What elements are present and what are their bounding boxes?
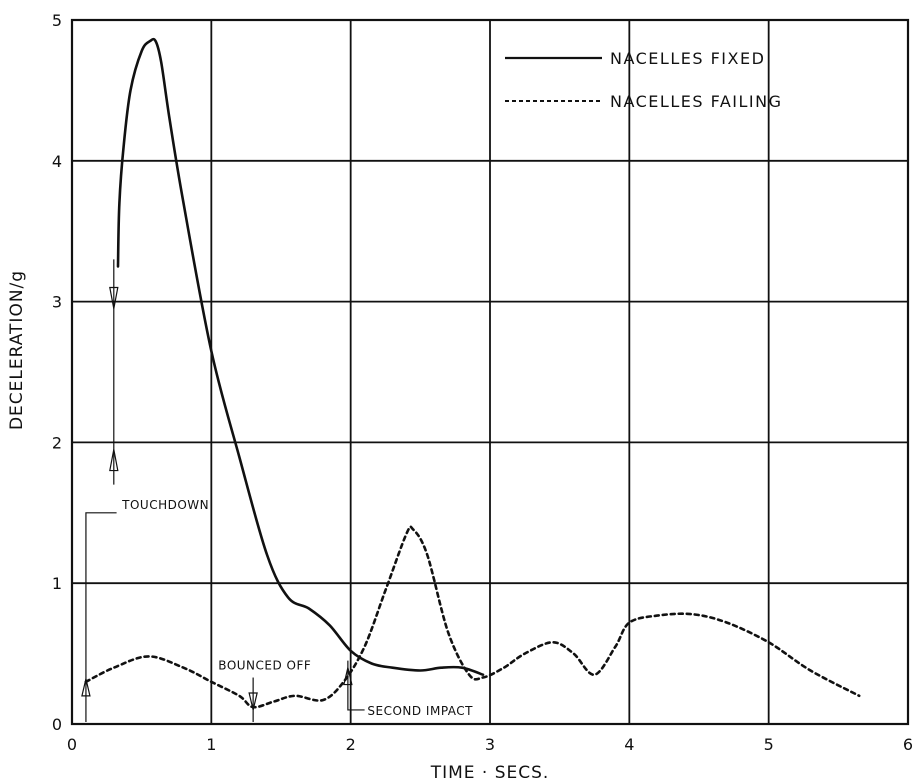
series-nacelles-fixed-line <box>116 37 485 676</box>
y-tick-labels: 0 1 2 3 4 5 <box>52 11 62 734</box>
x-axis-title: TIME · SECS. <box>430 763 550 783</box>
legend-label-nacelles-fixed: NACELLES FIXED <box>610 49 765 68</box>
legend: NACELLES FIXED NACELLES FAILING <box>505 49 783 111</box>
y-tick-label: 0 <box>52 715 62 734</box>
x-tick-label: 6 <box>903 735 913 754</box>
y-axis-title: DECELERATION/g <box>7 270 27 430</box>
second-impact-leader <box>347 660 365 711</box>
y-tick-label: 1 <box>52 574 62 593</box>
x-tick-label: 4 <box>624 735 634 754</box>
y-tick-label: 2 <box>52 433 62 452</box>
y-tick-label: 3 <box>52 293 62 312</box>
annotations: TOUCHDOWN BOUNCED OFF SECOND IMPACT <box>81 259 473 722</box>
grid <box>70 18 910 726</box>
annotation-bounced-off: BOUNCED OFF <box>218 659 311 673</box>
legend-label-nacelles-failing: NACELLES FAILING <box>610 92 783 111</box>
y-tick-label: 5 <box>52 11 62 30</box>
series-lines <box>84 37 861 709</box>
annotation-touchdown: TOUCHDOWN <box>121 498 209 512</box>
x-tick-label: 3 <box>485 735 495 754</box>
touchdown-range-arrow-top <box>109 286 119 309</box>
touchdown-arrow <box>81 678 91 697</box>
touchdown-range-arrow-bottom <box>109 449 119 472</box>
touchdown-leader <box>85 512 117 722</box>
y-tick-label: 4 <box>52 152 62 171</box>
annotation-second-impact: SECOND IMPACT <box>367 704 473 718</box>
x-tick-labels: 0 1 2 3 4 5 6 <box>67 735 913 754</box>
x-tick-label: 1 <box>206 735 216 754</box>
x-tick-label: 0 <box>67 735 77 754</box>
x-tick-label: 5 <box>764 735 774 754</box>
second-impact-arrow <box>343 667 353 686</box>
x-tick-label: 2 <box>346 735 356 754</box>
plot-frame <box>70 18 910 726</box>
bounced-off-arrow <box>248 692 258 711</box>
series-nacelles-failing-line <box>84 525 861 709</box>
